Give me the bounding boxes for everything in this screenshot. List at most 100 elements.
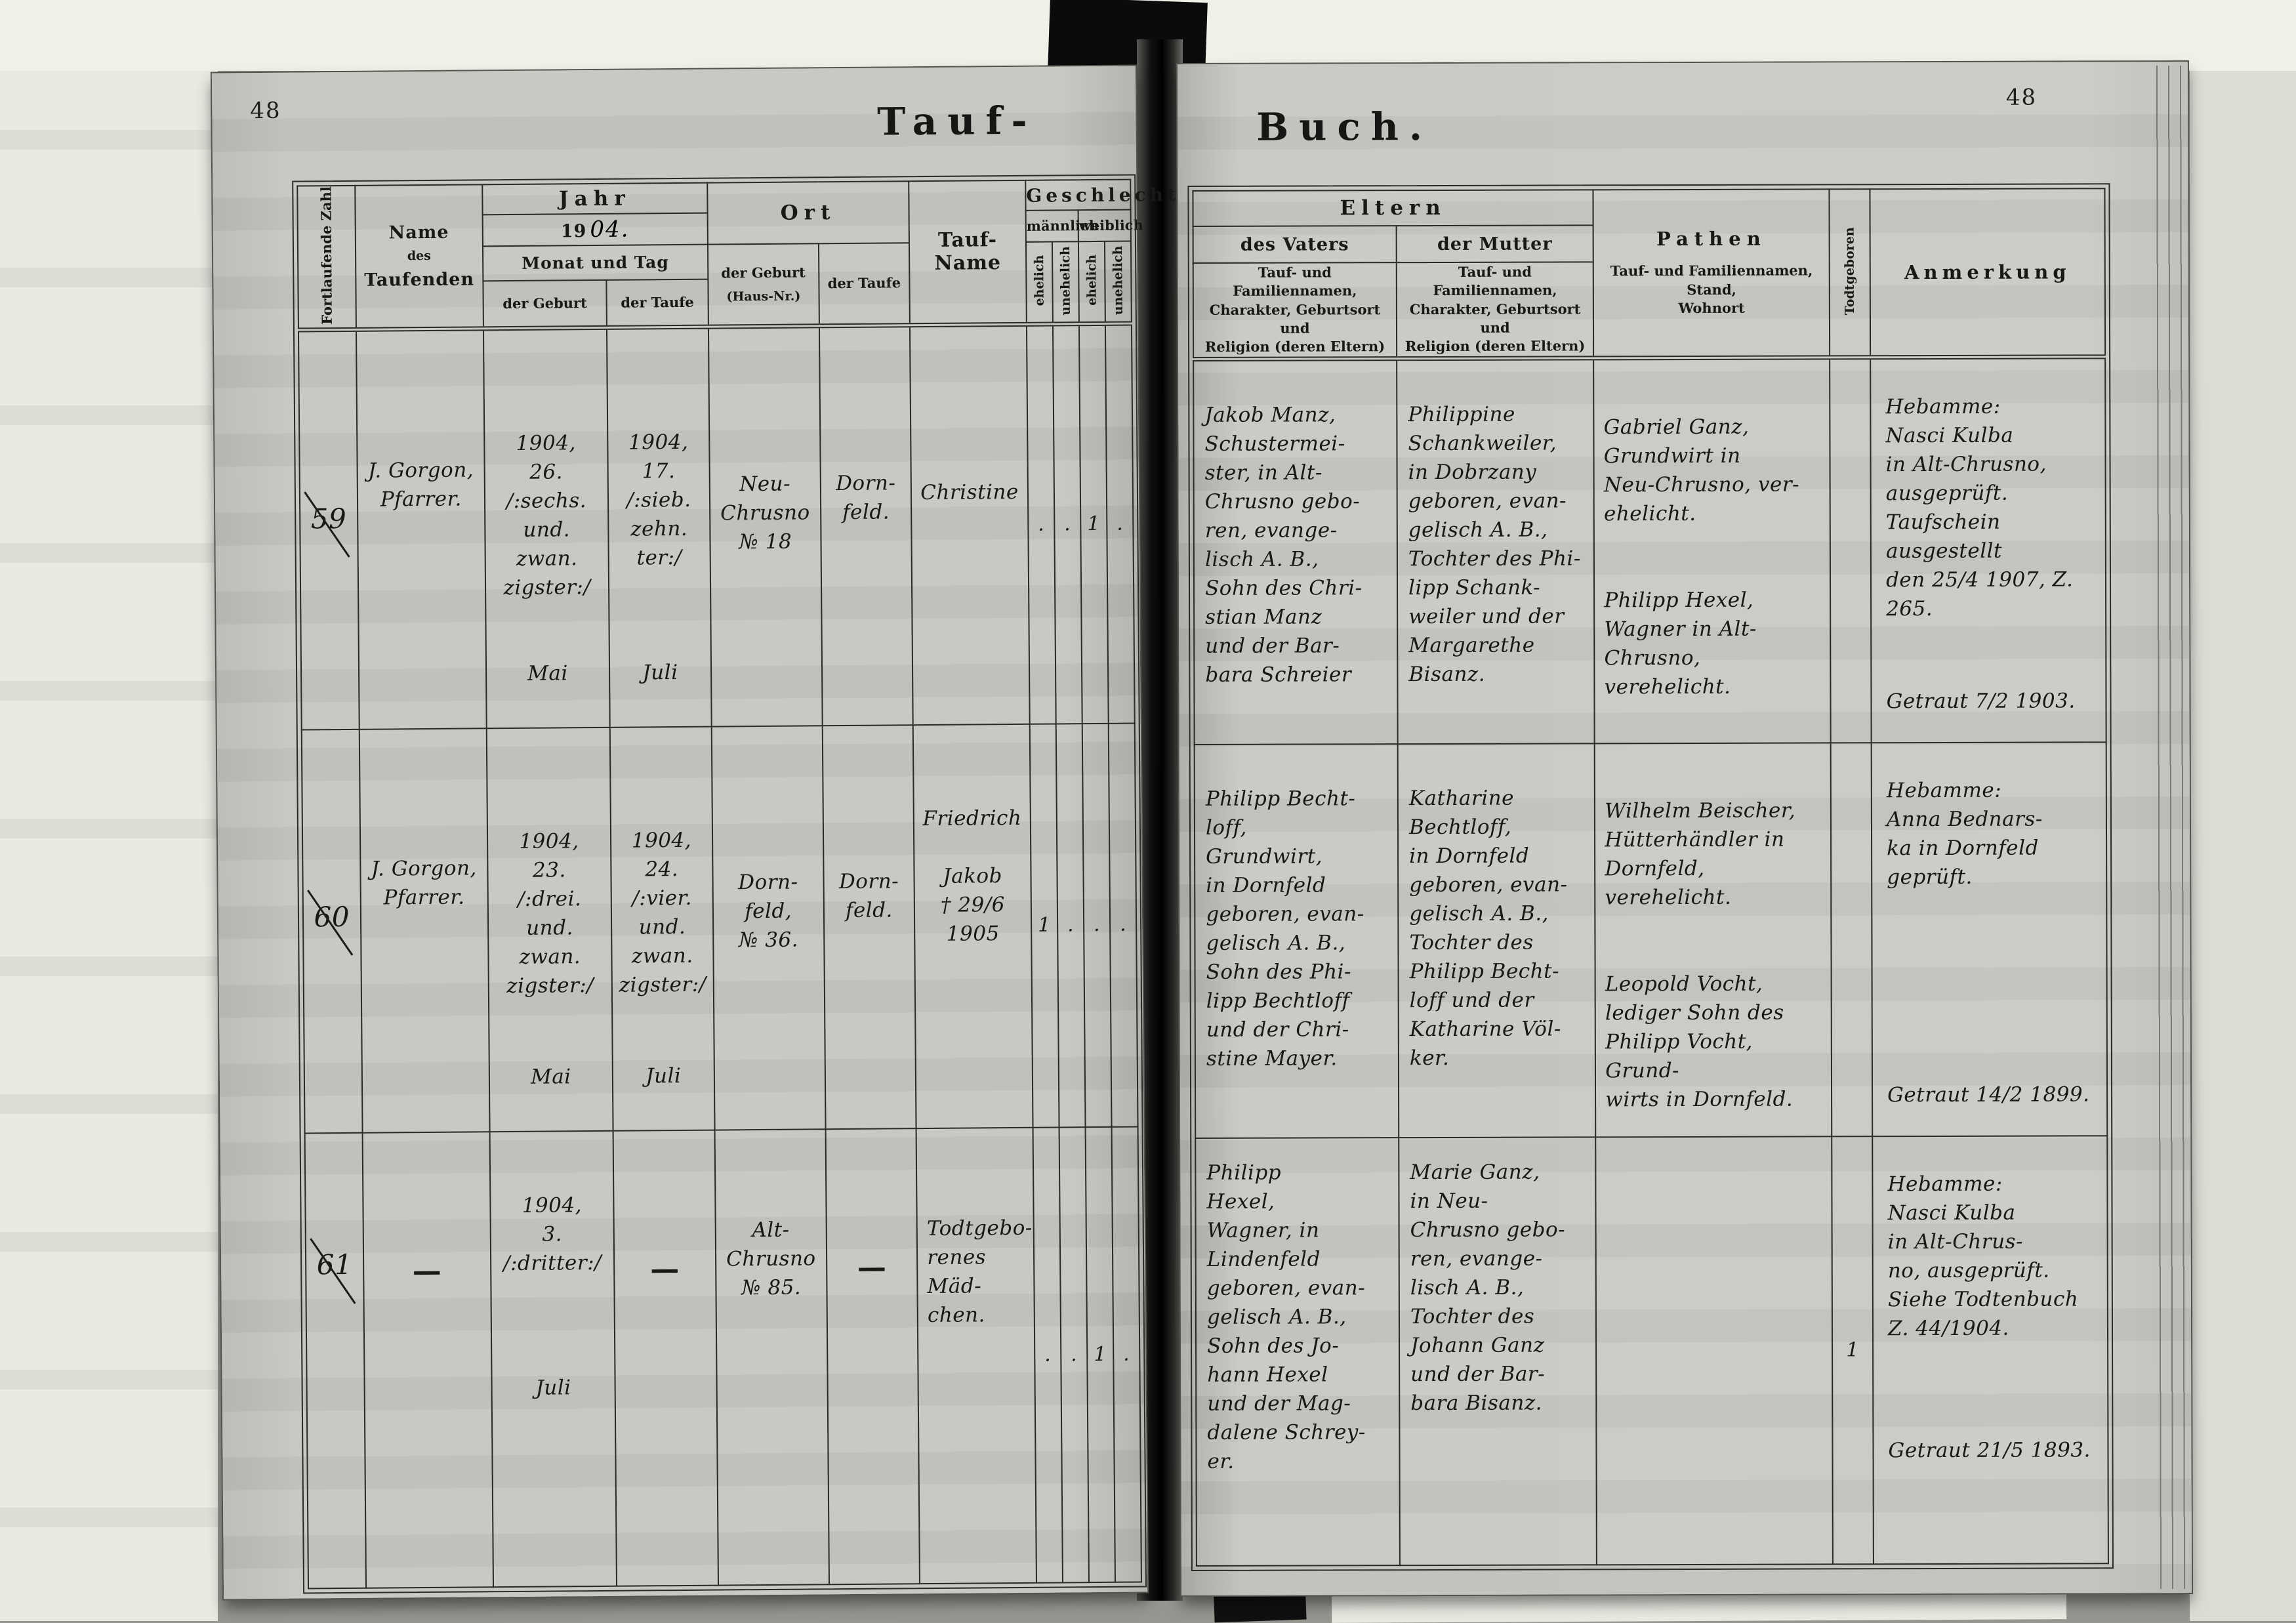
taufe-ort: — (857, 1250, 887, 1284)
header-jahr-label: Jahr (558, 186, 631, 211)
header-mutter-sub-label: Tauf- und Familiennamen, Charakter, Gebu… (1404, 263, 1586, 355)
header-ort-der-geburt-line1: der Geburt (721, 264, 806, 281)
header-maennlich-ehelich: ehelich (1025, 241, 1053, 324)
left-page: 48 Tauf- Fortlaufende Zahl Name des Tauf… (211, 66, 1179, 1599)
cell-weiblich-unehelich: . (1111, 1126, 1141, 1582)
header-jahr-value: 19 04. (482, 213, 708, 247)
cell-geburt-datum: 1904, 23. /:drei. und. zwan. zigster:/ Ma… (486, 727, 613, 1132)
taufname: Todtgebo- renes Mäd- chen. (926, 1216, 1033, 1328)
right-page: 48 Buch. Eltern Pathen Tauf- und Familie… (1177, 61, 2192, 1596)
baptism-table-left: Fortlaufende Zahl Name des Taufenden Jah… (292, 174, 1179, 1594)
mark-weiblich-ehelich: . (1093, 913, 1101, 937)
vater-text: Philipp Becht- loff, Grundwirt, in Dornf… (1205, 787, 1364, 1071)
header-name-line2: des (407, 248, 431, 264)
header-pathen: Pathen Tauf- und Familiennamen, Stand, W… (1593, 189, 1830, 358)
cell-todtgeboren (1830, 357, 1872, 743)
cell-geburt-ort: Alt- Chrusno № 85. (714, 1129, 829, 1586)
taufender-name: J. Gorgon, Pfarrer. (371, 856, 477, 910)
mark-weiblich-unehelich: . (1119, 913, 1127, 937)
header-geschlecht-label: Geschlecht (1026, 183, 1180, 207)
cell-anmerkung: Hebamme: Anna Bednars- ka in Dornfeld ge… (1871, 742, 2108, 1137)
cell-maennlich-ehelich: . (1033, 1127, 1063, 1583)
header-name-des-taufenden: Name des Taufenden (354, 184, 483, 329)
cell-maennlich-ehelich: 1 (1029, 724, 1059, 1128)
header-tag-der-taufe-label: der Taufe (621, 293, 694, 311)
vater-text: Philipp Hexel, Wagner, in Lindenfeld geb… (1206, 1161, 1366, 1474)
getraut-text: Getraut 14/2 1899. (1887, 1082, 2090, 1107)
cell-taufe-datum: 1904, 24. /:vier. und. zwan. zigster:/ Ju… (609, 726, 715, 1131)
header-ort-der-geburt-line2: (Haus-Nr.) (726, 289, 801, 304)
header-todtgeboren: Todtgeboren (1829, 189, 1871, 358)
geburt-datum: 1904, 26. /:sechs. und. zwan. zigster:/ (503, 430, 591, 600)
cell-nr: 59 (298, 329, 359, 730)
scan-background-left (0, 71, 218, 1621)
page-stack-edges (2148, 65, 2190, 1590)
anmerkung-text: Hebamme: Nasci Kulba in Alt-Chrus- no, a… (1887, 1172, 2079, 1341)
taufe-datum: — (650, 1252, 680, 1286)
taufe-monat: Juli (645, 1064, 682, 1088)
cell-weiblich-unehelich: . (1105, 323, 1135, 724)
header-fortlaufende-zahl-label: Fortlaufende Zahl (317, 186, 335, 325)
geburt-ort: Alt- Chrusno № 85. (726, 1218, 816, 1300)
header-weiblich-unehelich: unehelich (1104, 241, 1132, 323)
header-ort-der-geburt: der Geburt (Haus-Nr.) (707, 243, 819, 327)
baptism-table-right: Eltern Pathen Tauf- und Familiennamen, S… (1187, 183, 2114, 1571)
taufender-name: J. Gorgon, Pfarrer. (367, 458, 474, 512)
header-ort-der-taufe-label: der Taufe (827, 274, 901, 292)
cell-taufe-ort: — (825, 1128, 920, 1585)
taufe-datum: 1904, 17. /:sieb. zehn. ter:/ (626, 430, 691, 570)
geburt-datum: 1904, 23. /:drei. und. zwan. zigster:/ (506, 829, 594, 998)
header-geschlecht: Geschlecht (1025, 179, 1179, 211)
header-mutter-sub: Tauf- und Familiennamen, Charakter, Gebu… (1396, 262, 1594, 359)
mark-maennlich-unehelich: . (1064, 512, 1071, 536)
mark-maennlich-ehelich: . (1044, 1343, 1052, 1366)
mark-weiblich-ehelich: 1 (1087, 512, 1101, 536)
header-maennlich-unehelich-label: unehelich (1057, 245, 1073, 316)
header-monat-und-tag: Monat und Tag (482, 244, 708, 281)
header-monat-und-tag-label: Monat und Tag (522, 253, 669, 273)
mutter-text: Marie Ganz, in Neu- Chrusno gebo- ren, e… (1410, 1160, 1566, 1416)
cell-taufname: Christine (910, 323, 1030, 726)
header-name-line1: Name (388, 222, 449, 243)
header-vater-sub-label: Tauf- und Familiennamen, Charakter, Gebu… (1204, 264, 1385, 356)
header-pathen-label: Pathen (1656, 228, 1767, 251)
cell-weiblich-ehelich: . (1082, 723, 1112, 1128)
geburt-ort: Dorn- feld, № 36. (738, 870, 799, 953)
getraut-text: Getraut 21/5 1893. (1888, 1438, 2091, 1463)
geburt-monat: Mai (530, 1065, 571, 1089)
cell-taufe-datum: 1904, 17. /:sieb. zehn. ter:/ Juli (606, 326, 712, 728)
cell-anmerkung: Hebamme: Nasci Kulba in Alt-Chrus- no, a… (1872, 1136, 2108, 1565)
cell-taufname: Todtgebo- renes Mäd- chen. (916, 1127, 1036, 1584)
right-page-number: 48 (2005, 84, 2038, 111)
cell-vater: Jakob Manz, Schustermei- ster, in Alt- C… (1193, 358, 1398, 745)
header-anmerkung: Anmerkung (1870, 188, 2106, 358)
anmerkung-text: Hebamme: Anna Bednars- ka in Dornfeld ge… (1886, 778, 2043, 890)
mutter-text: Katharine Bechtloff, in Dornfeld geboren… (1408, 786, 1568, 1071)
mark-weiblich-unehelich: . (1123, 1342, 1130, 1366)
cell-pathen (1595, 1136, 1834, 1565)
cell-maennlich-ehelich: . (1026, 323, 1056, 724)
cell-geburt-datum: 1904, 3. /:dritter:/ Juli (489, 1130, 617, 1588)
cell-maennlich-unehelich: . (1052, 323, 1082, 724)
mark-maennlich-ehelich: 1 (1038, 913, 1051, 937)
cell-geburt-datum: 1904, 26. /:sechs. und. zwan. zigster:/ M… (483, 327, 610, 729)
cell-nr: 61 (304, 1132, 366, 1589)
cell-mutter: Philippine Schankweiler, in Dobrzany geb… (1397, 358, 1595, 745)
cell-name: — (362, 1132, 493, 1588)
header-taufname: Tauf-Name (909, 180, 1027, 325)
pathen-text (1596, 1138, 1831, 1191)
header-des-vaters-label: des Vaters (1240, 234, 1349, 255)
cell-pathen: Gabriel Ganz, Grundwirt in Neu-Chrusno, … (1593, 357, 1831, 744)
cell-taufname: Friedrich Jakob † 29/6 1905 (912, 724, 1033, 1129)
header-fortlaufende-zahl: Fortlaufende Zahl (297, 185, 356, 330)
taufender-name: — (412, 1254, 442, 1288)
header-todtgeboren-label: Todtgeboren (1842, 227, 1857, 316)
cell-todtgeboren (1830, 743, 1873, 1137)
cell-taufe-ort: Dorn- feld. (819, 325, 913, 726)
geburt-datum: 1904, 3. /:dritter:/ (502, 1193, 602, 1276)
header-pathen-sub: Tauf- und Familiennamen, Stand, Wohnort (1610, 262, 1813, 317)
header-weiblich-label: weiblich (1078, 216, 1143, 234)
mark-maennlich-ehelich: . (1038, 512, 1045, 536)
cell-maennlich-unehelich: . (1059, 1127, 1089, 1583)
header-weiblich-ehelich-label: ehelich (1084, 255, 1099, 306)
